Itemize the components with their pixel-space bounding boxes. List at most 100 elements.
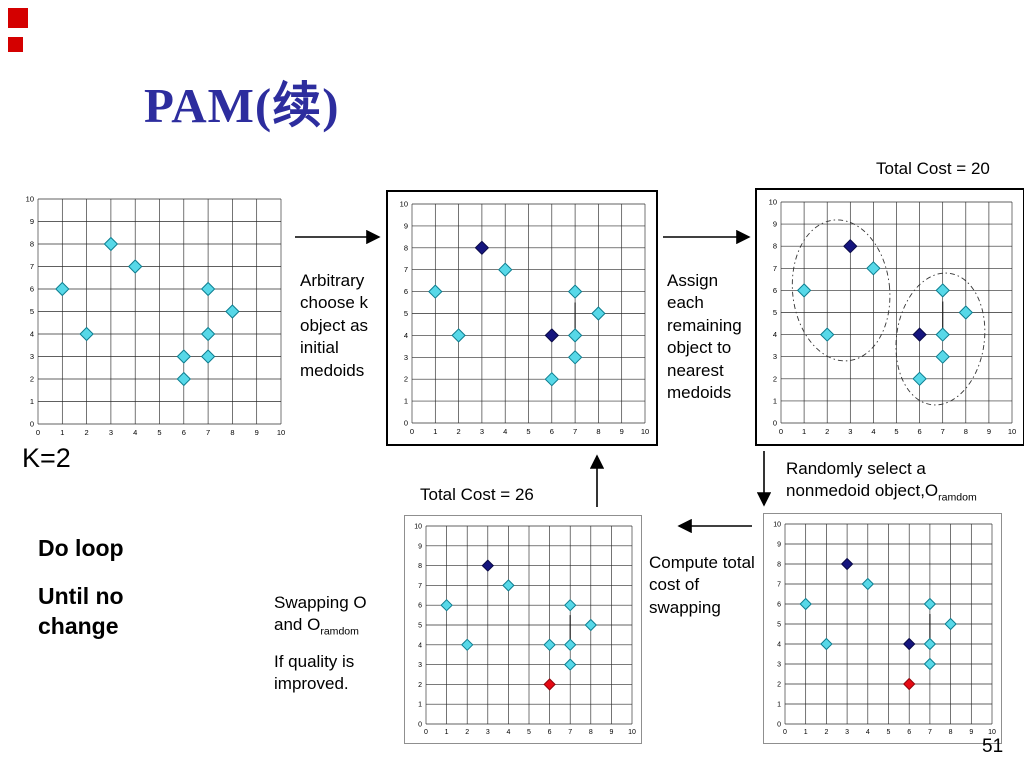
chart-initial-medoids: 0 0 1 1 2 2 3 3 4 4 5 5 6 6 7 7 8 8 9 9 10 10 (386, 190, 658, 446)
svg-text:5: 5 (526, 427, 530, 436)
svg-text:3: 3 (418, 662, 422, 669)
chart-assigned-clusters: 0 0 1 1 2 2 3 3 4 4 5 5 6 6 7 7 8 8 9 9 10 10 (755, 188, 1024, 446)
corner-decoration-1 (8, 8, 28, 28)
svg-text:9: 9 (609, 729, 613, 736)
swapping-text: Swapping O and O (274, 593, 367, 635)
svg-text:6: 6 (30, 285, 34, 294)
svg-text:9: 9 (987, 427, 991, 436)
swapping-label: Swapping O and Oramdom If quality is imp… (274, 592, 386, 696)
svg-text:5: 5 (157, 428, 161, 437)
svg-text:10: 10 (628, 729, 636, 736)
compute-cost-label: Compute total cost of swapping (649, 553, 755, 617)
svg-text:4: 4 (777, 642, 781, 649)
svg-text:3: 3 (109, 428, 113, 437)
swapping-line: Swapping O and Oramdom (274, 592, 386, 640)
svg-text:10: 10 (641, 427, 649, 436)
svg-text:10: 10 (1008, 427, 1016, 436)
svg-text:4: 4 (30, 330, 34, 339)
svg-text:2: 2 (85, 428, 89, 437)
chart-after-swap: 0 0 1 1 2 2 3 3 4 4 5 5 6 6 7 7 8 8 9 9 10 10 (404, 515, 642, 744)
svg-text:10: 10 (277, 428, 285, 437)
swapping-subscript: ramdom (320, 625, 359, 638)
svg-text:8: 8 (773, 242, 777, 251)
page-number: 51 (982, 736, 1004, 757)
svg-text:7: 7 (404, 265, 408, 274)
svg-text:8: 8 (589, 729, 593, 736)
svg-text:10: 10 (414, 524, 422, 531)
svg-text:9: 9 (418, 543, 422, 550)
svg-text:9: 9 (404, 221, 408, 230)
svg-text:10: 10 (26, 195, 34, 204)
svg-text:7: 7 (573, 427, 577, 436)
svg-text:7: 7 (30, 262, 34, 271)
svg-text:5: 5 (777, 622, 781, 629)
svg-text:6: 6 (550, 427, 554, 436)
svg-text:0: 0 (410, 427, 414, 436)
random-select-subscript: ramdom (938, 491, 977, 504)
svg-text:6: 6 (182, 428, 186, 437)
svg-text:8: 8 (404, 243, 408, 252)
svg-text:3: 3 (777, 662, 781, 669)
svg-text:1: 1 (60, 428, 64, 437)
svg-text:8: 8 (949, 729, 953, 736)
svg-text:5: 5 (527, 729, 531, 736)
svg-text:1: 1 (433, 427, 437, 436)
svg-text:0: 0 (773, 419, 777, 428)
svg-text:8: 8 (30, 240, 34, 249)
svg-text:5: 5 (887, 729, 891, 736)
svg-text:3: 3 (773, 352, 777, 361)
svg-text:7: 7 (777, 582, 781, 589)
svg-text:9: 9 (777, 542, 781, 549)
svg-text:7: 7 (568, 729, 572, 736)
svg-text:5: 5 (418, 623, 422, 630)
svg-text:9: 9 (30, 217, 34, 226)
do-loop-line1: Do loop (38, 535, 124, 561)
svg-text:3: 3 (404, 353, 408, 362)
svg-text:9: 9 (620, 427, 624, 436)
svg-text:8: 8 (418, 563, 422, 570)
svg-text:1: 1 (404, 397, 408, 406)
corner-decoration-2 (8, 37, 23, 52)
svg-text:2: 2 (404, 375, 408, 384)
if-quality-text: If quality is improved. (274, 651, 355, 694)
svg-text:3: 3 (845, 729, 849, 736)
svg-text:6: 6 (907, 729, 911, 736)
svg-text:2: 2 (825, 427, 829, 436)
svg-text:10: 10 (773, 522, 781, 529)
svg-text:3: 3 (848, 427, 852, 436)
svg-text:0: 0 (783, 729, 787, 736)
svg-text:1: 1 (418, 702, 422, 709)
svg-text:10: 10 (769, 198, 777, 207)
svg-text:1: 1 (445, 729, 449, 736)
svg-text:7: 7 (773, 264, 777, 273)
svg-text:2: 2 (773, 374, 777, 383)
svg-text:1: 1 (802, 427, 806, 436)
svg-text:8: 8 (777, 562, 781, 569)
svg-text:2: 2 (457, 427, 461, 436)
svg-text:4: 4 (871, 427, 875, 436)
svg-text:1: 1 (804, 729, 808, 736)
svg-text:9: 9 (773, 220, 777, 229)
svg-text:1: 1 (777, 702, 781, 709)
svg-text:5: 5 (404, 309, 408, 318)
svg-text:4: 4 (503, 427, 507, 436)
assign-objects-label: Assign each remaining object to nearest … (667, 271, 742, 403)
svg-text:4: 4 (418, 642, 422, 649)
svg-text:0: 0 (418, 722, 422, 729)
svg-text:3: 3 (480, 427, 484, 436)
svg-text:5: 5 (773, 308, 777, 317)
svg-text:7: 7 (941, 427, 945, 436)
svg-text:8: 8 (964, 427, 968, 436)
arbitrary-choose-label: Arbitrary choose k object as initial med… (300, 271, 369, 380)
do-loop-line2: Until no change (38, 582, 124, 639)
svg-text:1: 1 (773, 396, 777, 405)
svg-text:2: 2 (418, 682, 422, 689)
svg-text:6: 6 (418, 603, 422, 610)
svg-text:6: 6 (548, 729, 552, 736)
svg-text:8: 8 (230, 428, 234, 437)
svg-text:9: 9 (255, 428, 259, 437)
svg-text:0: 0 (779, 427, 783, 436)
svg-text:4: 4 (506, 729, 510, 736)
svg-text:1: 1 (30, 397, 34, 406)
